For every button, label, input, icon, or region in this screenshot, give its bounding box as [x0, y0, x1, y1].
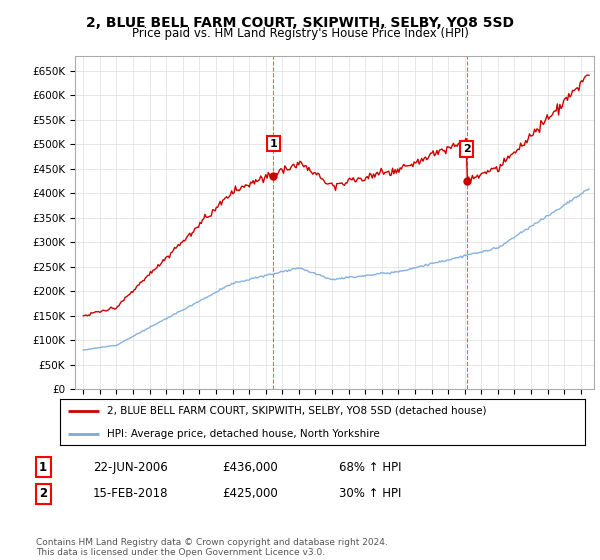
Text: 30% ↑ HPI: 30% ↑ HPI [339, 487, 401, 501]
Text: Contains HM Land Registry data © Crown copyright and database right 2024.
This d: Contains HM Land Registry data © Crown c… [36, 538, 388, 557]
Text: 1: 1 [269, 139, 277, 149]
Text: HPI: Average price, detached house, North Yorkshire: HPI: Average price, detached house, Nort… [107, 429, 380, 438]
Text: £425,000: £425,000 [222, 487, 278, 501]
Text: 2, BLUE BELL FARM COURT, SKIPWITH, SELBY, YO8 5SD (detached house): 2, BLUE BELL FARM COURT, SKIPWITH, SELBY… [107, 406, 487, 416]
Text: Price paid vs. HM Land Registry's House Price Index (HPI): Price paid vs. HM Land Registry's House … [131, 27, 469, 40]
Text: 2: 2 [39, 487, 47, 501]
Text: 68% ↑ HPI: 68% ↑ HPI [339, 460, 401, 474]
Text: 22-JUN-2006: 22-JUN-2006 [93, 460, 168, 474]
Text: 2, BLUE BELL FARM COURT, SKIPWITH, SELBY, YO8 5SD: 2, BLUE BELL FARM COURT, SKIPWITH, SELBY… [86, 16, 514, 30]
Text: £436,000: £436,000 [222, 460, 278, 474]
Text: 1: 1 [39, 460, 47, 474]
Text: 15-FEB-2018: 15-FEB-2018 [93, 487, 169, 501]
Text: 2: 2 [463, 144, 470, 154]
